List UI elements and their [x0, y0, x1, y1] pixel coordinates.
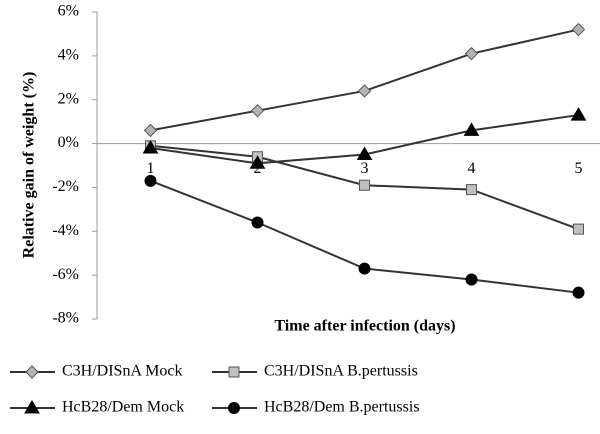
y-tick-label: -6%: [52, 266, 79, 283]
y-tick-label: 6%: [58, 3, 79, 20]
y-tick-label: 2%: [58, 90, 79, 107]
x-tick-label: 4: [468, 160, 476, 177]
y-tick-label: -8%: [52, 310, 79, 327]
data-point: [570, 107, 587, 121]
data-point: [251, 216, 264, 229]
data-point: [144, 174, 157, 187]
data-point: [464, 46, 479, 61]
legend-label: HcB28/Dem Mock: [62, 399, 184, 416]
data-point: [571, 22, 586, 37]
data-point: [572, 286, 585, 299]
data-point: [143, 123, 158, 138]
data-point: [358, 262, 371, 275]
y-tick-label: -2%: [52, 178, 79, 195]
legend-marker: [228, 366, 240, 378]
data-point: [359, 179, 370, 191]
series-line: [150, 179, 579, 294]
x-tick-label: 5: [575, 160, 583, 177]
data-point: [142, 139, 159, 154]
y-tick-label: 0%: [58, 134, 79, 151]
series-line: [150, 28, 579, 132]
legend-marker: [228, 402, 240, 414]
data-point: [356, 146, 373, 161]
x-axis-title: Time after infection (days): [274, 318, 455, 335]
y-tick-label: 4%: [58, 47, 79, 64]
data-point: [466, 184, 477, 196]
legend-label: C3H/DISnA B.pertussis: [264, 363, 418, 380]
legend-marker: [25, 365, 39, 379]
legend-label: HcB28/Dem B.pertussis: [264, 399, 420, 416]
data-point: [249, 155, 266, 169]
data-point: [357, 84, 372, 98]
legend-marker: [24, 400, 40, 414]
legend-label: C3H/DISnA Mock: [62, 363, 182, 380]
x-tick-label: 3: [361, 160, 369, 177]
data-point: [465, 273, 478, 286]
data-point: [573, 223, 584, 235]
y-tick-label: -4%: [52, 222, 79, 239]
data-point: [463, 122, 480, 136]
x-tick-label: 1: [147, 160, 155, 177]
y-axis-title: Relative gain of weight (%): [21, 72, 38, 259]
data-point: [250, 103, 265, 118]
